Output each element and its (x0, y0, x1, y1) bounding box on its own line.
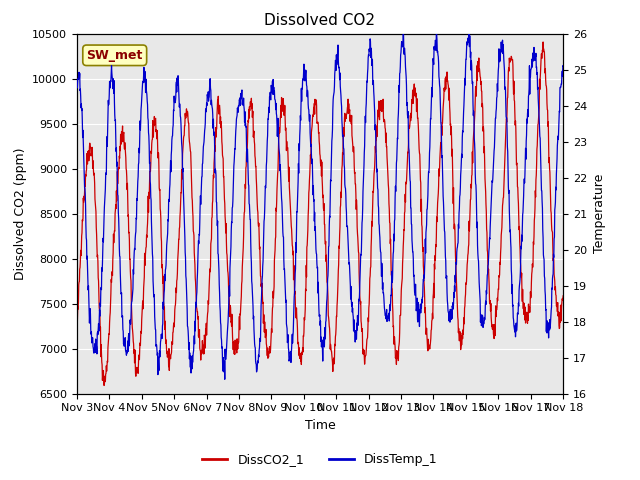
Text: SW_met: SW_met (86, 49, 143, 62)
Legend: DissCO2_1, DissTemp_1: DissCO2_1, DissTemp_1 (197, 448, 443, 471)
X-axis label: Time: Time (305, 419, 335, 432)
Y-axis label: Temperature: Temperature (593, 174, 605, 253)
Y-axis label: Dissolved CO2 (ppm): Dissolved CO2 (ppm) (13, 147, 26, 280)
Title: Dissolved CO2: Dissolved CO2 (264, 13, 376, 28)
